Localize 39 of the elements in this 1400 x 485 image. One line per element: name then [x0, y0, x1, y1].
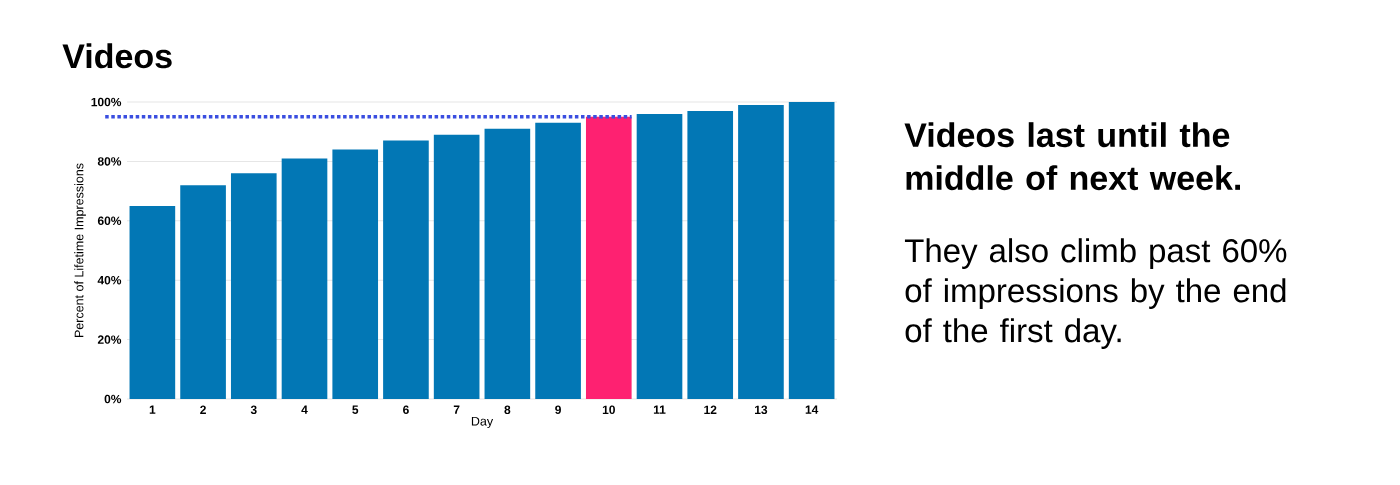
bar [281, 158, 328, 399]
x-tick-label: 7 [453, 405, 460, 414]
bar [636, 113, 683, 399]
x-tick-label: 9 [555, 405, 561, 415]
x-tick-label: 12 [704, 405, 717, 414]
y-tick-label: 20% [97, 335, 122, 344]
x-axis-title: Day [471, 416, 494, 429]
bar [230, 173, 277, 399]
x-tick-label: 2 [200, 405, 206, 414]
bar [129, 205, 176, 399]
bar [180, 185, 226, 399]
x-tick-label: 3 [250, 405, 257, 415]
x-tick-label: 5 [352, 405, 359, 414]
bar [585, 116, 632, 399]
bar [433, 134, 480, 399]
y-tick-label: 0% [104, 394, 122, 404]
y-tick-label: 100% [91, 97, 122, 107]
x-tick-label: 4 [301, 405, 308, 414]
y-tick-label: 80% [97, 157, 122, 166]
bar [484, 128, 531, 399]
text: Videos last until the middle of next week. [904, 122, 1241, 191]
bar [332, 149, 379, 399]
bar [687, 110, 734, 399]
x-tick-label: 8 [504, 405, 511, 415]
bar [535, 122, 581, 399]
x-tick-label: 1 [149, 405, 156, 414]
bar [738, 104, 784, 399]
bar [788, 102, 835, 399]
chart-title: Videos [62, 43, 172, 69]
x-tick-label: 6 [403, 405, 409, 415]
x-tick-label: 14 [805, 405, 819, 414]
x-tick-label: 10 [602, 405, 615, 415]
bar [383, 140, 429, 399]
x-tick-label: 13 [755, 405, 768, 415]
y-axis-title: Percent of Lifetime Impressions [74, 163, 86, 338]
y-tick-label: 40% [97, 275, 122, 285]
y-tick-label: 60% [97, 216, 122, 226]
text: They also climb past 60% of impressions by the end of the first day. [904, 238, 1287, 349]
x-tick-label: 11 [653, 405, 666, 414]
